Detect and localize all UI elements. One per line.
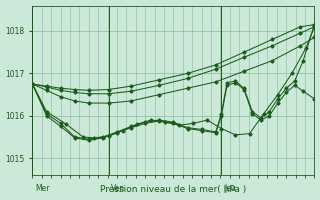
Text: Ven: Ven (111, 184, 125, 193)
Text: Mer: Mer (35, 184, 50, 193)
X-axis label: Pression niveau de la mer( hPa ): Pression niveau de la mer( hPa ) (100, 185, 247, 194)
Text: Jeu: Jeu (224, 184, 236, 193)
